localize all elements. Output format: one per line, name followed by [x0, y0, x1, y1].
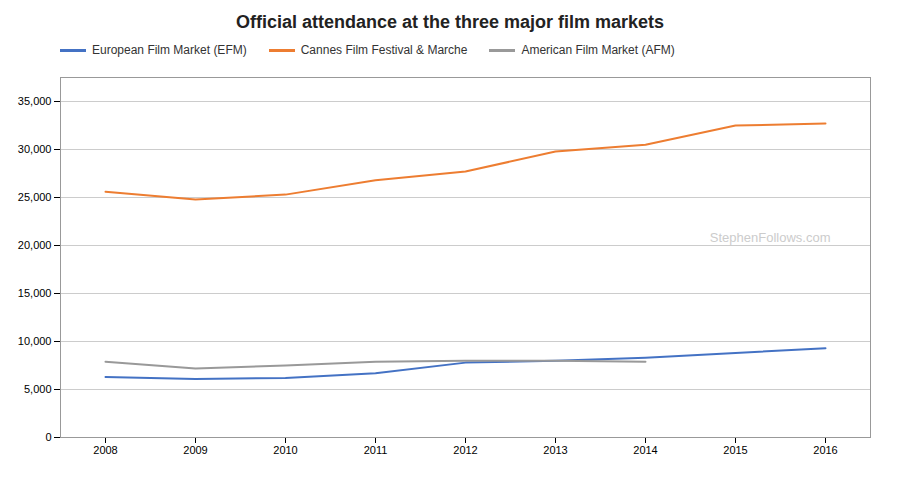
svg-text:2014: 2014 [633, 444, 657, 456]
html-text:European Film Market (EFM): European Film Market (EFM) [92, 43, 247, 57]
svg-text:2011: 2011 [364, 444, 388, 456]
svg-text:10,000: 10,000 [18, 335, 52, 347]
svg-text:35,000: 35,000 [18, 95, 52, 107]
svg-text:5,000: 5,000 [24, 383, 52, 395]
svg-text:2008: 2008 [93, 444, 117, 456]
html-text:Cannes Film Festival & Marche: Cannes Film Festival & Marche [300, 43, 468, 57]
svg-text:2015: 2015 [723, 444, 747, 456]
svg-text:2009: 2009 [183, 444, 207, 456]
svg-text:30,000: 30,000 [18, 143, 52, 155]
html-text:American Film Market (AFM): American Film Market (AFM) [521, 43, 675, 57]
svg-text:StephenFollows.com: StephenFollows.com [710, 230, 831, 245]
svg-text:2013: 2013 [543, 444, 567, 456]
svg-text:2016: 2016 [813, 444, 837, 456]
svg-text:20,000: 20,000 [18, 239, 52, 251]
svg-text:2010: 2010 [273, 444, 297, 456]
svg-text:2012: 2012 [453, 444, 477, 456]
html-text:Official attendance at the thr: Official attendance at the three major f… [235, 12, 665, 32]
svg-text:15,000: 15,000 [18, 287, 52, 299]
svg-text:0: 0 [45, 431, 51, 443]
svg-text:25,000: 25,000 [18, 191, 52, 203]
